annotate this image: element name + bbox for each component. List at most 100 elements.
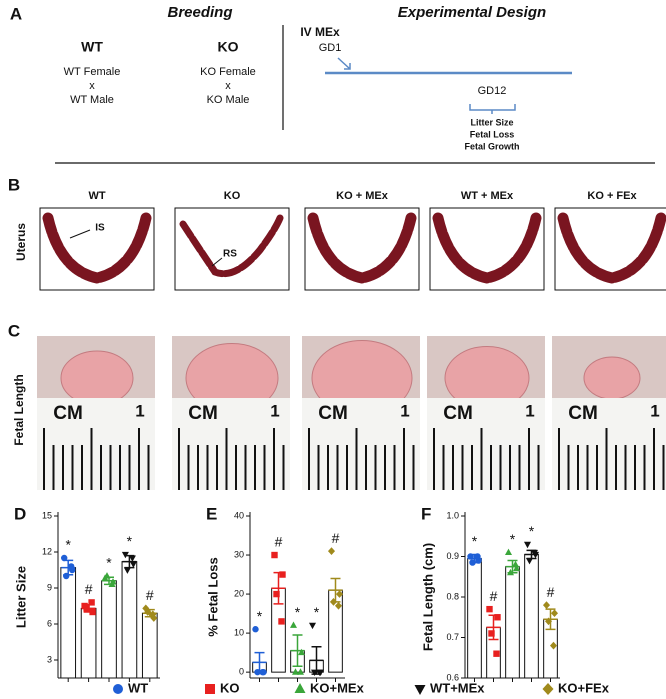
bar [60,567,77,679]
ruler-mark: 1 [650,401,659,420]
data-point [334,601,343,610]
data-point [144,608,152,616]
data-point [467,553,474,560]
pointer [69,229,91,239]
y-tick-label: 40 [234,510,244,520]
y-tick-label: 0.9 [446,551,459,561]
legend-label: KO+MEx [310,680,365,695]
error-bar [543,608,558,631]
data-point [273,590,280,598]
data-point [315,669,324,676]
bar [467,558,482,679]
legend-marker [414,685,426,695]
data-point [549,641,558,650]
uterus [179,214,284,278]
bar [524,553,539,679]
data-point [469,559,476,566]
y-tick-label: 0.8 [446,591,459,601]
significance: * [529,523,535,539]
data-point [108,580,116,587]
annotation: IS [95,223,105,234]
data-point [512,564,521,572]
genotype: WT [81,39,103,55]
error-bar [309,646,324,675]
data-point [129,561,137,568]
panel-label: C [8,321,20,340]
ruler-mark: 1 [525,401,534,420]
error-bar [61,559,76,576]
timepoint: GD1 [319,42,342,54]
data-point [68,563,75,570]
data-point [525,557,534,565]
arrow [337,57,351,70]
data-point [278,618,285,625]
data-point [149,610,157,619]
treatment: IV MEx [300,25,340,39]
data-point [254,668,261,676]
cross-text: WT Female [64,66,121,78]
data-point [542,601,551,609]
bar [101,580,117,679]
y-tick-label: 3 [47,654,52,664]
outcome: Fetal Loss [470,129,515,139]
cross-text: WT Male [70,94,114,106]
error-bar [467,553,482,564]
data-point [310,669,319,676]
data-point [89,608,96,616]
panel-label: D [14,504,26,523]
ruler-unit: CM [318,403,348,424]
y-axis-label: Fetal Length (cm) [420,543,435,651]
significance: * [510,531,516,547]
bar [141,612,158,679]
panel-label: F [421,504,431,523]
fetus [60,350,134,406]
data-point [474,553,481,560]
data-point [289,621,298,628]
panel-label: A [10,4,22,23]
data-point [150,614,158,622]
significance: # [146,587,154,603]
data-point [506,568,515,576]
legend-label: KO+FEx [558,680,610,695]
uterus [42,212,152,284]
legend-marker [542,683,554,695]
significance: * [295,604,301,620]
data-point [296,668,305,675]
cross-text: x [89,80,95,92]
data-point [488,630,495,637]
ruler [552,398,666,490]
y-tick-label: 10 [234,627,244,637]
data-point [308,622,317,630]
significance: * [257,608,263,624]
data-point [103,572,111,579]
data-point [88,599,95,606]
y-tick-label: 15 [42,510,52,520]
outcome: Fetal Growth [464,141,519,151]
fetus [583,356,641,400]
ruler [37,398,155,490]
y-tick-label: 20 [234,588,244,598]
pointer [211,257,223,267]
bar [121,561,138,679]
ruler [427,398,545,490]
y-tick-label: 1.0 [446,510,459,520]
group-label: KO [224,190,241,202]
section-title: Breeding [167,4,232,21]
data-point [494,614,501,621]
y-tick-label: 12 [42,546,52,556]
legend-label: WT [128,680,148,695]
y-tick-label: 0 [239,667,244,677]
uterus [307,212,417,284]
y-tick-label: 30 [234,549,244,559]
panel-label: B [8,175,20,194]
legend-marker [113,684,123,694]
data-point [271,551,278,559]
significance: * [65,537,71,553]
y-tick-label: 0.6 [446,672,459,682]
error-bar [290,634,305,668]
legend-marker [294,683,306,693]
uterus [432,212,542,284]
significance: # [275,534,283,550]
y-axis-label: Litter Size [13,566,28,628]
data-point [291,668,300,675]
